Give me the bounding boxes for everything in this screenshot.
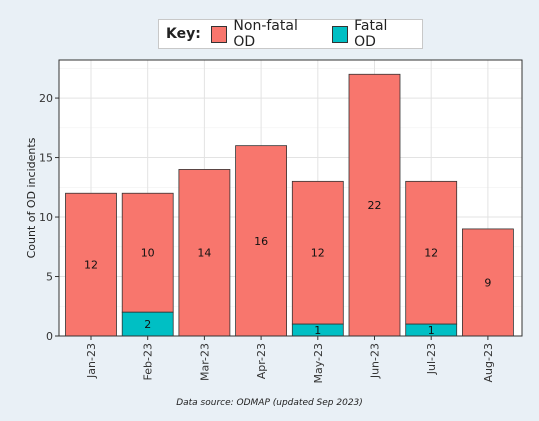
legend-swatch-nonfatal: [210, 25, 228, 43]
y-tick-label: 10: [39, 211, 53, 224]
data-label-nonfatal: 10: [141, 247, 155, 260]
x-tick-label: Mar-23: [198, 343, 211, 381]
y-axis-label: Count of OD incidents: [25, 137, 38, 258]
y-tick-label: 0: [46, 330, 53, 343]
legend-entry-fatal: Fatal OD: [331, 18, 412, 50]
y-tick-label: 15: [39, 152, 53, 165]
data-label-fatal: 2: [144, 318, 151, 331]
x-tick-label: Jul-23: [425, 343, 438, 375]
data-label-fatal: 1: [314, 324, 321, 337]
legend-label-fatal: Fatal OD: [354, 18, 388, 50]
data-label-nonfatal: 12: [311, 247, 325, 260]
data-source-caption: Data source: ODMAP (updated Sep 2023): [176, 398, 363, 408]
x-tick-label: Jan-23: [85, 343, 98, 379]
legend-entry-nonfatal: Non-fatal OD: [210, 18, 322, 50]
y-tick-label: 5: [46, 271, 53, 284]
y-tick-label: 20: [39, 92, 53, 105]
data-label-nonfatal: 16: [254, 235, 268, 248]
legend: Key: Non-fatal OD Fatal OD: [158, 18, 423, 50]
bar-nonfatal: [178, 169, 231, 337]
bar-nonfatal: [461, 228, 514, 337]
legend-title: Key:: [166, 26, 201, 42]
plot-border: [58, 59, 523, 337]
x-tick-label: Feb-23: [142, 343, 155, 380]
data-label-nonfatal: 9: [484, 276, 491, 289]
data-label-nonfatal: 14: [197, 247, 211, 260]
data-label-nonfatal: 12: [84, 259, 98, 272]
bar-nonfatal: [291, 180, 344, 325]
bar-nonfatal: [121, 192, 174, 313]
x-tick-label: May-23: [312, 343, 325, 384]
legend-swatch-fatal: [331, 25, 349, 43]
data-label-nonfatal: 22: [368, 199, 382, 212]
data-label-nonfatal: 12: [424, 247, 438, 260]
bar-nonfatal: [235, 145, 288, 337]
data-label-fatal: 1: [428, 324, 435, 337]
x-tick-label: Jun-23: [369, 343, 382, 379]
legend-label-nonfatal: Non-fatal OD: [233, 18, 298, 50]
x-tick-label: Aug-23: [482, 343, 495, 382]
bar-nonfatal: [65, 192, 117, 337]
x-tick-label: Apr-23: [255, 343, 268, 379]
